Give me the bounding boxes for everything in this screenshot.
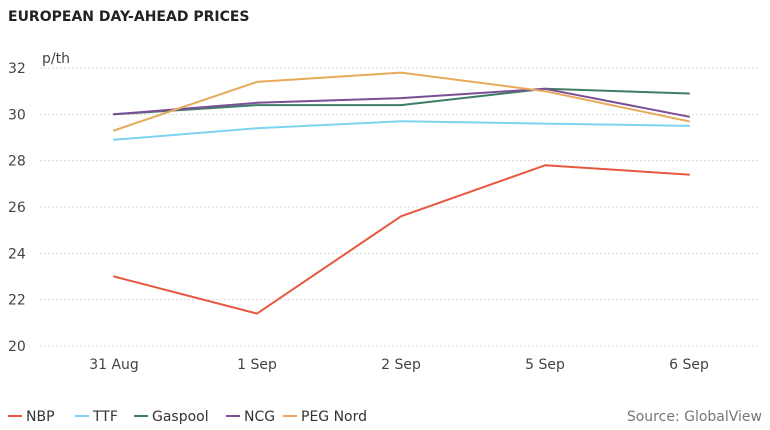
legend-label: NCG — [244, 409, 275, 425]
y-tick-label: 28 — [8, 154, 26, 170]
legend-label: TTF — [92, 409, 118, 425]
y-tick-label: 30 — [8, 107, 26, 123]
y-tick-label: 26 — [8, 200, 26, 216]
y-tick-label: 22 — [8, 293, 26, 309]
x-tick-label: 5 Sep — [525, 357, 565, 373]
x-tick-label: 31 Aug — [89, 357, 139, 373]
x-tick-label: 6 Sep — [669, 357, 709, 373]
x-tick-label: 2 Sep — [381, 357, 421, 373]
source-label: Source: GlobalView — [627, 409, 762, 425]
y-tick-label: 32 — [8, 61, 26, 77]
series-lines — [113, 71, 690, 315]
chart-title: EUROPEAN DAY-AHEAD PRICES — [8, 9, 250, 25]
legend-label: Gaspool — [152, 409, 209, 425]
y-axis-tick-labels: 20 22 24 26 28 30 32 — [8, 61, 26, 355]
legend-label: PEG Nord — [301, 409, 367, 425]
y-axis-unit-label: p/th — [42, 51, 70, 67]
series-line-ttf — [113, 120, 690, 141]
y-tick-label: 24 — [8, 246, 26, 262]
series-line-nbp — [113, 164, 690, 315]
x-tick-label: 1 Sep — [237, 357, 277, 373]
series-line-peg-nord — [113, 71, 690, 132]
y-tick-label: 20 — [8, 339, 26, 355]
legend: NBP TTF Gaspool NCG PEG Nord — [8, 409, 367, 425]
series-line-gaspool — [113, 87, 690, 116]
legend-label: NBP — [26, 409, 55, 425]
series-line-ncg — [113, 87, 690, 118]
x-axis-tick-labels: 31 Aug 1 Sep 2 Sep 5 Sep 6 Sep — [89, 357, 709, 373]
